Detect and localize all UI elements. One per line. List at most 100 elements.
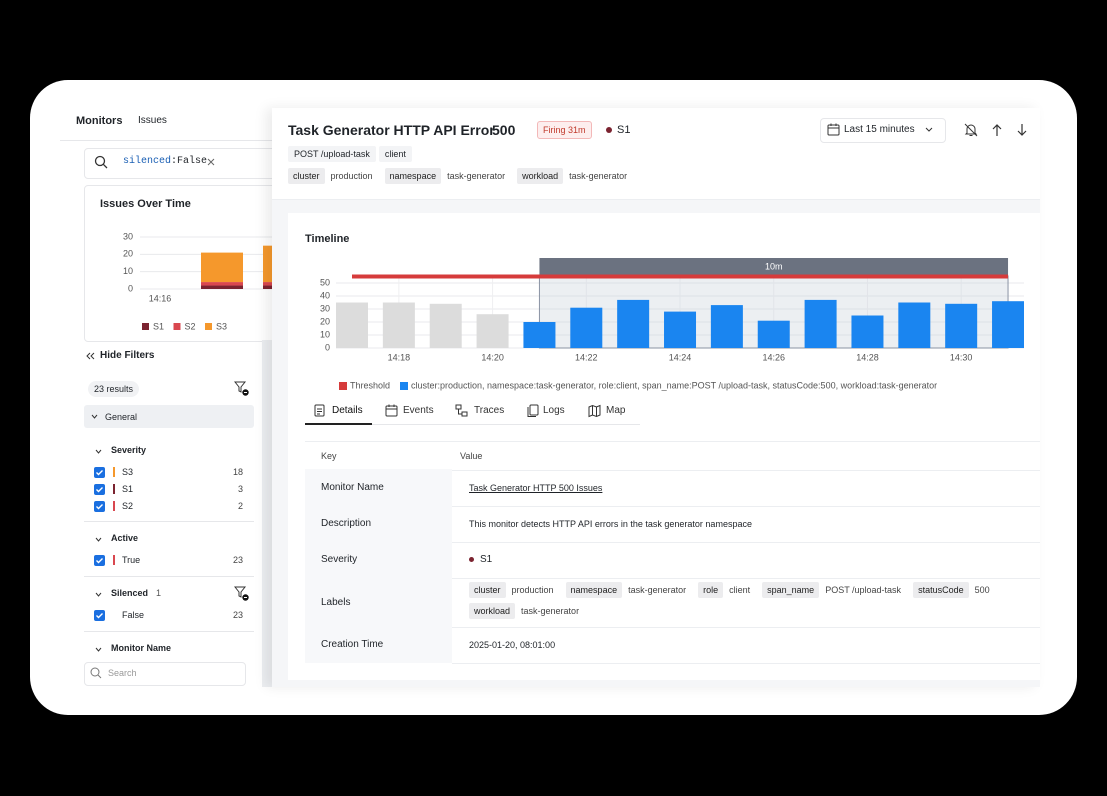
detail-title: Task Generator HTTP API Error xyxy=(288,122,495,138)
general-row[interactable] xyxy=(84,405,254,428)
check xyxy=(96,612,103,618)
label-value: task-generator xyxy=(569,171,628,181)
check xyxy=(96,557,103,563)
results-count: 23 results xyxy=(88,381,140,397)
severity-bar xyxy=(113,467,115,477)
status-badge: Firing 31m xyxy=(537,121,592,139)
group-title: Monitor Name xyxy=(111,643,172,653)
status-code: 500 xyxy=(492,122,516,138)
filter-label: S3 xyxy=(122,467,134,477)
y-tick-label: 30 xyxy=(123,231,133,241)
check xyxy=(96,469,103,475)
y-tick-label: 10 xyxy=(123,266,133,276)
tab[interactable]: Events xyxy=(403,405,434,416)
bar xyxy=(336,302,368,348)
tab[interactable]: Map xyxy=(606,405,626,416)
collapse-icon[interactable] xyxy=(85,351,95,361)
bar xyxy=(804,299,837,348)
label-key: role xyxy=(698,582,724,598)
tab-glyph xyxy=(527,404,539,417)
group-title: Silenced xyxy=(111,588,149,598)
checkbox[interactable] xyxy=(94,500,105,512)
legend-label: cluster:production, namespace:task-gener… xyxy=(411,380,937,390)
column-header: Value xyxy=(460,451,483,461)
checkbox[interactable] xyxy=(94,609,105,621)
y-tick-label: 20 xyxy=(320,316,330,326)
search-icon xyxy=(94,155,108,169)
row-key: Description xyxy=(321,518,372,529)
search-box[interactable] xyxy=(84,662,246,686)
filter-count: 23 xyxy=(232,555,243,565)
group-title: Severity xyxy=(111,445,147,455)
row-divider xyxy=(452,663,1040,664)
tab-glyph xyxy=(385,404,398,417)
next-icon[interactable] xyxy=(1017,123,1027,137)
checkbox[interactable] xyxy=(94,554,105,566)
chevron xyxy=(925,127,933,132)
row-divider xyxy=(452,627,1040,628)
severity: S1 xyxy=(617,124,631,136)
time-picker[interactable] xyxy=(820,118,946,143)
filter-count: 2 xyxy=(237,501,243,511)
prev-icon[interactable] xyxy=(992,123,1002,137)
tab-icon xyxy=(527,404,540,421)
checkbox[interactable] xyxy=(94,483,105,495)
legend-label: S2 xyxy=(185,321,196,331)
tab[interactable]: Traces xyxy=(474,405,505,416)
nav-tab[interactable]: Monitors xyxy=(76,115,123,127)
tab[interactable]: Logs xyxy=(543,405,565,416)
bar xyxy=(898,302,931,348)
tag: client xyxy=(378,146,412,162)
chevron xyxy=(95,645,102,652)
legend-label: S3 xyxy=(216,321,227,331)
checkbox[interactable] xyxy=(94,466,105,478)
divider xyxy=(60,140,272,141)
filter-icon[interactable] xyxy=(234,381,250,397)
bar xyxy=(523,322,556,348)
column-header: Key xyxy=(321,451,337,461)
x-tick-label: 14:26 xyxy=(762,352,785,362)
bar xyxy=(664,311,697,348)
legend-swatch xyxy=(173,323,181,330)
clear-icon[interactable] xyxy=(207,158,215,166)
query-value: :False xyxy=(171,156,208,167)
x-tick-label: 14:22 xyxy=(575,352,598,362)
search-query: silenced:False xyxy=(123,155,207,169)
x-tick-label: 14:30 xyxy=(950,352,973,362)
label-row: cluster production namespace task-generator… xyxy=(288,168,639,184)
window-label: 10m xyxy=(765,261,783,271)
label-key: cluster xyxy=(469,582,506,598)
label-key: span_name xyxy=(762,582,820,598)
key-cell xyxy=(305,469,452,507)
filter-icon[interactable] xyxy=(233,586,250,605)
mute-icon[interactable] xyxy=(964,123,978,137)
monitor-link[interactable]: Task Generator HTTP 500 Issues xyxy=(469,482,603,493)
label-value: task-generator xyxy=(628,585,687,595)
y-tick-label: 30 xyxy=(320,303,330,313)
filter-count: 18 xyxy=(232,467,243,477)
y-tick-label: 50 xyxy=(320,277,330,287)
nav-tab[interactable]: Issues xyxy=(138,115,167,126)
label-value: client xyxy=(729,585,751,595)
severity-dot xyxy=(469,557,474,562)
active-tab-underline xyxy=(305,423,372,425)
divider xyxy=(84,576,254,577)
bar xyxy=(476,314,509,348)
tab[interactable]: Details xyxy=(332,405,363,416)
divider xyxy=(84,631,254,632)
hide-filters[interactable]: Hide Filters xyxy=(100,350,155,361)
severity-bar xyxy=(113,484,115,494)
tag-row: POST /upload-task client xyxy=(288,146,412,162)
tag: POST /upload-task xyxy=(288,146,376,162)
label-key: workload xyxy=(469,603,516,619)
label-value: task-generator xyxy=(447,171,506,181)
bar xyxy=(382,302,415,348)
chevron xyxy=(95,535,102,542)
chevron-icon xyxy=(95,537,102,542)
bar xyxy=(617,299,650,348)
filter-glyph xyxy=(233,586,249,601)
label-key: namespace xyxy=(384,168,442,184)
label-value: task-generator xyxy=(521,606,580,616)
tab-icon xyxy=(455,404,468,421)
magnifier xyxy=(90,667,102,679)
